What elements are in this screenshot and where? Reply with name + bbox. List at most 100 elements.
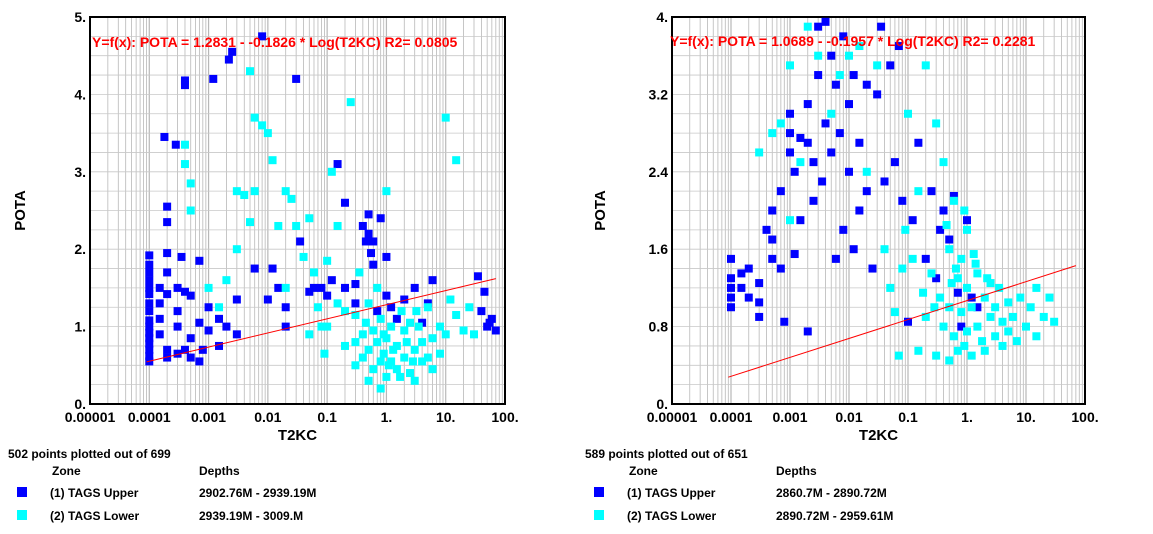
legend-zone1-depths-left: 2902.76M - 2939.19M bbox=[199, 486, 316, 500]
data-point-zone2 bbox=[452, 156, 461, 165]
data-point-zone2 bbox=[886, 283, 895, 292]
data-point-zone2 bbox=[441, 330, 450, 339]
data-point-zone2 bbox=[364, 376, 373, 385]
data-point-zone2 bbox=[389, 345, 398, 354]
data-point-zone1 bbox=[768, 254, 777, 263]
data-point-zone1 bbox=[727, 293, 735, 302]
data-point-zone2 bbox=[862, 167, 871, 176]
data-point-zone2 bbox=[776, 119, 785, 128]
data-point-zone2 bbox=[435, 322, 444, 331]
x-tick-label: 1. bbox=[961, 409, 973, 425]
data-point-zone2 bbox=[281, 283, 290, 292]
data-point-zone2 bbox=[215, 303, 224, 312]
data-point-zone1 bbox=[803, 327, 812, 336]
data-point-zone2 bbox=[406, 369, 415, 378]
data-point-zone1 bbox=[894, 42, 903, 51]
data-point-zone1 bbox=[855, 138, 864, 147]
data-point-zone2 bbox=[397, 307, 406, 316]
data-point-zone1 bbox=[163, 353, 172, 362]
data-point-zone2 bbox=[323, 322, 332, 331]
data-point-zone1 bbox=[963, 216, 971, 225]
x-tick-label: 0.1 bbox=[898, 409, 918, 425]
data-point-zone2 bbox=[446, 295, 455, 304]
data-point-zone1 bbox=[232, 295, 241, 304]
data-point-zone1 bbox=[351, 299, 360, 308]
data-point-zone2 bbox=[204, 283, 213, 292]
data-point-zone1 bbox=[160, 132, 169, 141]
data-point-zone2 bbox=[400, 353, 409, 362]
data-point-zone2 bbox=[441, 113, 450, 122]
data-point-zone1 bbox=[281, 322, 290, 331]
data-point-zone1 bbox=[786, 129, 794, 138]
data-point-zone2 bbox=[998, 341, 1007, 350]
data-point-zone2 bbox=[333, 299, 342, 308]
data-point-zone1 bbox=[814, 22, 823, 31]
data-point-zone2 bbox=[973, 322, 982, 331]
data-point-zone2 bbox=[957, 254, 966, 263]
data-point-zone2 bbox=[827, 109, 836, 118]
x-ticks-right: 0.00001 0.0001 0.001 0.01 0.1 1. 10. 100. bbox=[647, 409, 1099, 425]
data-point-zone1 bbox=[392, 314, 401, 323]
data-point-zone1 bbox=[180, 345, 189, 354]
data-point-zone2 bbox=[222, 276, 231, 285]
data-point-zone1 bbox=[839, 32, 848, 41]
data-point-zone1 bbox=[258, 32, 267, 41]
points-summary-right: 589 points plotted out of 651 bbox=[585, 447, 748, 461]
data-point-zone1 bbox=[855, 206, 864, 215]
data-point-zone2 bbox=[232, 245, 241, 254]
x-tick-label: 0.01 bbox=[835, 409, 862, 425]
data-point-zone2 bbox=[873, 61, 882, 70]
data-point-zone1 bbox=[296, 237, 305, 246]
data-point-zone1 bbox=[274, 283, 283, 292]
data-point-zone1 bbox=[967, 293, 976, 302]
data-point-zone1 bbox=[480, 287, 489, 296]
data-point-zone2 bbox=[358, 330, 367, 339]
data-point-zone2 bbox=[428, 334, 437, 343]
data-point-zone1 bbox=[803, 138, 812, 147]
data-point-zone2 bbox=[369, 365, 378, 374]
data-point-zone1 bbox=[780, 317, 789, 326]
data-point-zone1 bbox=[376, 214, 385, 223]
data-point-zone1 bbox=[473, 272, 482, 281]
data-point-zone2 bbox=[963, 327, 971, 336]
data-point-zone2 bbox=[340, 307, 349, 316]
data-point-zone2 bbox=[428, 365, 437, 374]
data-point-zone2 bbox=[998, 317, 1007, 326]
data-point-zone1 bbox=[727, 283, 735, 292]
data-point-zone1 bbox=[831, 254, 840, 263]
legend-swatch-zone1-left bbox=[17, 487, 27, 497]
legend-zone1-label-left: (1) TAGS Upper bbox=[50, 486, 139, 500]
x-tick-label: 100. bbox=[491, 409, 518, 425]
data-point-zone1 bbox=[886, 61, 895, 70]
data-point-zone2 bbox=[268, 156, 277, 165]
data-point-zone1 bbox=[351, 280, 360, 289]
data-point-zone1 bbox=[890, 158, 899, 167]
data-point-zone2 bbox=[376, 357, 385, 366]
data-point-zone2 bbox=[995, 283, 1004, 292]
data-point-zone1 bbox=[340, 198, 349, 207]
data-point-zone1 bbox=[755, 298, 764, 307]
x-ticks-left: 0.00001 0.0001 0.001 0.01 0.1 1. 10. 100. bbox=[65, 409, 519, 425]
y-ticks-right: 0. 0.8 1.6 2.4 3.2 4. bbox=[649, 9, 669, 412]
data-point-zone1 bbox=[195, 256, 204, 265]
regression-line-right bbox=[728, 265, 1077, 378]
data-point-zone2 bbox=[939, 322, 948, 331]
data-point-zone1 bbox=[215, 341, 224, 350]
data-point-zone2 bbox=[292, 221, 301, 230]
data-point-zone1 bbox=[790, 250, 799, 259]
x-tick-label: 0.0001 bbox=[128, 409, 171, 425]
data-point-zone1 bbox=[880, 177, 889, 186]
legend-depth-header-right: Depths bbox=[776, 464, 817, 478]
data-point-zone2 bbox=[967, 351, 976, 360]
data-point-zone2 bbox=[180, 140, 189, 149]
legend-zone2-label-right: (2) TAGS Lower bbox=[627, 509, 716, 523]
data-point-zone1 bbox=[155, 283, 164, 292]
legend-swatch-zone2-left bbox=[17, 510, 27, 520]
legend-swatch-zone1-right bbox=[594, 487, 604, 497]
data-point-zone2 bbox=[373, 338, 382, 347]
data-point-zone2 bbox=[835, 71, 844, 80]
data-point-zone1 bbox=[877, 22, 886, 31]
data-point-zone2 bbox=[317, 322, 326, 331]
data-point-zone2 bbox=[1004, 298, 1013, 307]
data-point-zone1 bbox=[155, 314, 164, 323]
